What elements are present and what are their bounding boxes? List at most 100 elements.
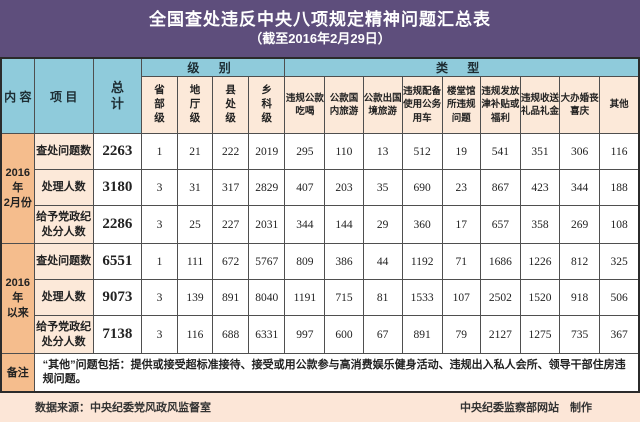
- header-total-label: 总计: [110, 80, 124, 111]
- value-cell: 423: [519, 169, 561, 206]
- level-header-cell: 乡科级: [248, 76, 286, 134]
- value-cell: 144: [324, 205, 364, 244]
- value-cell: 600: [324, 315, 364, 354]
- value-cell: 25: [176, 205, 214, 244]
- type-header-cell: 违规配备使用公务用车: [401, 76, 443, 134]
- value-cell: 110: [324, 133, 364, 170]
- level-header-cell: 地厅级: [176, 76, 214, 134]
- note-text: “其他”问题包括：提供或接受超标准接待、接受或用公款参与高消费娱乐健身活动、违规…: [33, 353, 640, 392]
- value-cell: 23: [441, 169, 481, 206]
- value-cell: 1275: [519, 315, 561, 354]
- value-cell: 672: [212, 243, 250, 280]
- value-cell: 44: [362, 243, 403, 280]
- header-level-group: 级 别: [140, 57, 286, 77]
- value-cell: 2019: [248, 133, 286, 170]
- header-content: 内 容: [0, 57, 35, 134]
- value-cell: 344: [559, 169, 601, 206]
- value-cell: 325: [599, 243, 640, 280]
- value-cell: 1192: [401, 243, 443, 280]
- value-cell: 367: [599, 315, 640, 354]
- type-header-cell: 大办婚丧喜庆: [559, 76, 601, 134]
- level-header-cell: 省部级: [140, 76, 178, 134]
- value-cell: 203: [324, 169, 364, 206]
- value-cell: 17: [441, 205, 481, 244]
- value-cell: 812: [559, 243, 601, 280]
- value-cell: 295: [284, 133, 326, 170]
- page-title: 全国查处违反中央八项规定精神问题汇总表: [149, 10, 491, 29]
- value-cell: 657: [479, 205, 521, 244]
- value-cell: 13: [362, 133, 403, 170]
- value-cell: 358: [519, 205, 561, 244]
- value-cell: 997: [284, 315, 326, 354]
- total-cell: 2286: [92, 205, 142, 244]
- value-cell: 690: [401, 169, 443, 206]
- value-cell: 67: [362, 315, 403, 354]
- value-cell: 360: [401, 205, 443, 244]
- value-cell: 3: [140, 205, 178, 244]
- footer: 数据来源：中央纪委党风政风监督室 中央纪委监察部网站 制作: [0, 392, 640, 422]
- header-item: 项 目: [33, 57, 94, 134]
- value-cell: 2829: [248, 169, 286, 206]
- footer-credit: 中央纪委监察部网站 制作: [460, 402, 592, 414]
- period-cell: 2016年 2月份: [0, 133, 35, 244]
- total-cell: 7138: [92, 315, 142, 354]
- item-cell: 给予党政纪处分人数: [33, 205, 94, 244]
- value-cell: 116: [599, 133, 640, 170]
- type-header-cell: 公款出国境旅游: [362, 76, 403, 134]
- value-cell: 2502: [479, 279, 521, 316]
- value-cell: 386: [324, 243, 364, 280]
- header-type-group: 类 型: [284, 57, 640, 77]
- value-cell: 407: [284, 169, 326, 206]
- value-cell: 108: [599, 205, 640, 244]
- total-cell: 9073: [92, 279, 142, 316]
- value-cell: 6331: [248, 315, 286, 354]
- value-cell: 1191: [284, 279, 326, 316]
- level-header-label: 地厅级: [189, 84, 201, 124]
- type-header-cell: 公款国内旅游: [324, 76, 364, 134]
- value-cell: 19: [441, 133, 481, 170]
- level-header-label: 省部级: [154, 84, 165, 124]
- value-cell: 269: [559, 205, 601, 244]
- value-cell: 2031: [248, 205, 286, 244]
- value-cell: 222: [212, 133, 250, 170]
- value-cell: 317: [212, 169, 250, 206]
- value-cell: 1533: [401, 279, 443, 316]
- value-cell: 8040: [248, 279, 286, 316]
- level-header-label: 县处级: [225, 84, 236, 124]
- value-cell: 31: [176, 169, 214, 206]
- level-header-label: 乡科级: [261, 84, 272, 124]
- value-cell: 1: [140, 133, 178, 170]
- value-cell: 891: [401, 315, 443, 354]
- value-cell: 188: [599, 169, 640, 206]
- value-cell: 715: [324, 279, 364, 316]
- value-cell: 512: [401, 133, 443, 170]
- value-cell: 3: [140, 169, 178, 206]
- value-cell: 1226: [519, 243, 561, 280]
- value-cell: 79: [441, 315, 481, 354]
- value-cell: 891: [212, 279, 250, 316]
- item-cell: 查处问题数: [33, 133, 94, 170]
- value-cell: 5767: [248, 243, 286, 280]
- value-cell: 2127: [479, 315, 521, 354]
- value-cell: 35: [362, 169, 403, 206]
- type-header-cell: 违规公款吃喝: [284, 76, 326, 134]
- value-cell: 21: [176, 133, 214, 170]
- value-cell: 111: [176, 243, 214, 280]
- item-cell: 处理人数: [33, 279, 94, 316]
- type-header-cell: 违规发放津补贴或福利: [479, 76, 521, 134]
- type-header-cell: 违规收送礼品礼金: [519, 76, 561, 134]
- value-cell: 1686: [479, 243, 521, 280]
- footer-source: 数据来源：中央纪委党风政风监督室: [35, 402, 211, 414]
- value-cell: 541: [479, 133, 521, 170]
- value-cell: 506: [599, 279, 640, 316]
- value-cell: 1520: [519, 279, 561, 316]
- item-cell: 查处问题数: [33, 243, 94, 280]
- value-cell: 867: [479, 169, 521, 206]
- total-cell: 6551: [92, 243, 142, 280]
- value-cell: 1: [140, 243, 178, 280]
- type-header-cell: 其他: [599, 76, 640, 134]
- header-total: 总计: [92, 57, 142, 134]
- value-cell: 107: [441, 279, 481, 316]
- total-cell: 3180: [92, 169, 142, 206]
- value-cell: 306: [559, 133, 601, 170]
